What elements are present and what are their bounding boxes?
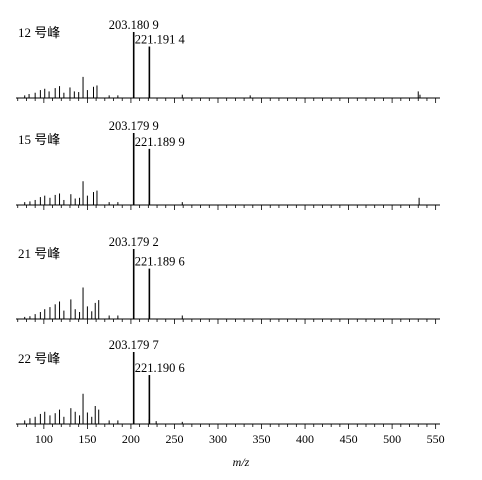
- panel-label: 12 号峰: [18, 25, 60, 40]
- x-tick-label: 400: [296, 432, 314, 446]
- peak-annotation: 221.189 9: [135, 135, 185, 149]
- peak-annotation: 203.179 2: [109, 235, 159, 249]
- peak-annotation: 203.180 9: [109, 18, 159, 32]
- peak-annotation: 221.190 6: [135, 361, 185, 375]
- x-tick-label: 200: [122, 432, 140, 446]
- peak-annotation: 221.191 4: [135, 33, 186, 47]
- x-tick-label: 250: [165, 432, 183, 446]
- x-tick-label: 300: [209, 432, 227, 446]
- x-tick-label: 500: [383, 432, 401, 446]
- spectrum-panel-4: 22 号峰 203.179 7 221.190 6: [16, 338, 440, 429]
- panel-label: 21 号峰: [18, 246, 60, 261]
- peak-annotation: 221.189 6: [135, 255, 185, 269]
- spectrum-panel-2: 15 号峰 203.179 9 221.189 9: [16, 119, 440, 210]
- spectrum-panel-3: 21 号峰 203.179 2 221.189 6: [16, 235, 440, 324]
- x-axis-tick-labels: 100 150 200 250 300 350 400 450 500 550: [35, 432, 445, 446]
- x-tick-label: 100: [35, 432, 53, 446]
- panel-label: 15 号峰: [18, 132, 60, 147]
- x-tick-label: 450: [340, 432, 358, 446]
- x-tick-label: 150: [78, 432, 96, 446]
- peak-annotation: 203.179 9: [109, 119, 159, 133]
- peak-annotation: 203.179 7: [109, 338, 159, 352]
- x-axis-label: m/z: [233, 455, 250, 469]
- x-tick-label: 350: [253, 432, 271, 446]
- panel-label: 22 号峰: [18, 351, 60, 366]
- x-tick-label: 550: [427, 432, 445, 446]
